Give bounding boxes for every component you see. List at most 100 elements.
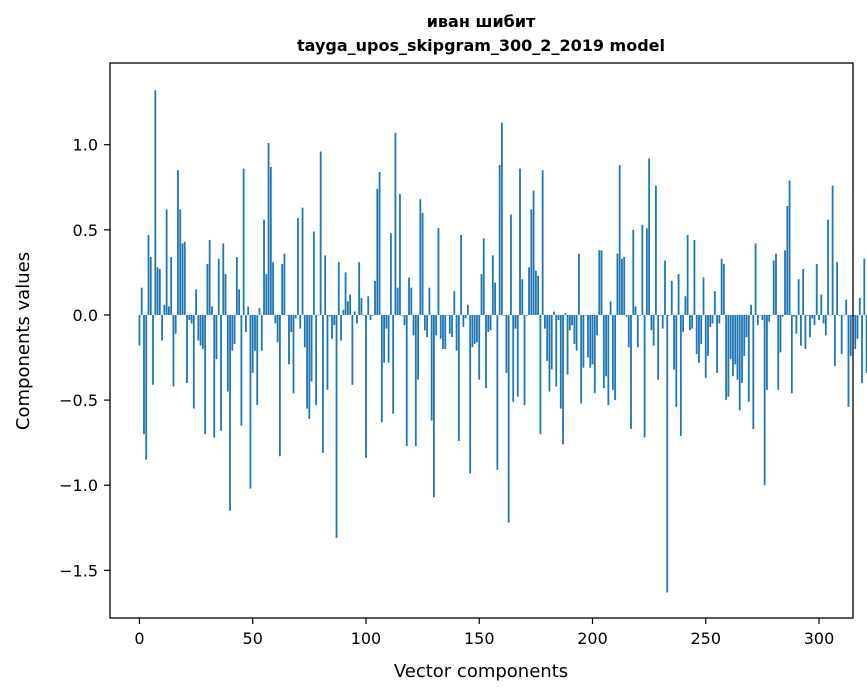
bar-50 [251,314,254,373]
bar-199 [589,314,592,368]
bar-141 [457,314,460,441]
bar-14 [170,257,173,315]
bar-242 [686,234,689,315]
bar-148 [473,314,476,344]
bar-289 [793,314,796,317]
bar-274 [759,314,762,316]
bar-44 [238,289,241,315]
bar-137 [448,314,451,334]
bar-147 [471,314,474,348]
y-tick-label: −0.5 [59,391,98,410]
bar-97 [358,262,361,315]
bar-260 [727,314,730,397]
bar-217 [630,314,632,430]
bar-290 [795,314,798,334]
bar-118 [405,314,408,447]
bar-series [138,90,867,593]
bar-266 [741,314,743,384]
bar-244 [691,314,694,329]
bar-225 [648,158,651,315]
bar-185 [557,314,560,321]
bar-209 [611,314,614,390]
x-axis-label: Vector components [394,661,568,682]
bar-255 [716,314,718,373]
x-tick-label: 100 [351,629,382,648]
chart-title-line1: иван шибит [427,12,536,31]
bar-179 [544,314,546,329]
bar-86 [333,314,336,326]
bar-249 [702,277,705,315]
bar-139 [453,291,456,315]
bar-103 [371,314,374,316]
bar-84 [328,314,331,317]
bar-27 [199,314,202,346]
bar-276 [763,314,766,486]
bar-35 [217,258,220,315]
bar-92 [346,301,349,315]
bar-151 [480,274,483,315]
bar-36 [220,314,222,431]
bar-136 [446,314,449,316]
bar-76 [310,314,313,382]
bar-175 [534,270,537,315]
bar-80 [319,151,322,315]
bar-197 [584,314,587,316]
bar-305 [829,314,832,316]
bar-195 [580,314,583,404]
bar-237 [675,314,678,407]
bar-82 [324,255,327,315]
plot-frame [109,62,854,619]
bar-106 [378,171,381,315]
bar-70 [297,217,299,315]
bar-181 [548,314,551,392]
bar-132 [437,228,440,315]
bar-257 [720,258,723,315]
bar-83 [326,314,329,390]
bar-252 [709,314,712,327]
bar-4 [147,234,150,315]
bar-66 [288,314,290,365]
bar-13 [167,306,170,315]
bar-161 [503,314,506,316]
bar-282 [777,314,780,390]
bar-91 [344,272,347,315]
bar-165 [512,314,515,402]
bar-247 [698,314,700,363]
bar-263 [734,314,737,365]
bar-145 [467,304,469,315]
bar-268 [745,314,748,338]
bar-231 [661,314,664,329]
bar-226 [650,314,653,331]
bar-153 [485,314,487,389]
bar-32 [211,306,213,315]
bar-81 [322,314,324,453]
bar-190 [568,314,571,331]
bar-152 [482,238,485,315]
bar-306 [831,185,834,315]
bar-133 [439,314,442,339]
bar-318 [858,297,861,315]
bar-205 [602,314,605,389]
bar-5 [149,257,152,315]
bar-243 [689,314,691,331]
bar-230 [659,314,662,316]
bar-56 [265,274,268,315]
bar-309 [838,314,841,316]
bar-25 [195,289,197,315]
bar-120 [410,287,413,315]
bar-216 [627,314,630,348]
bar-21 [186,314,188,384]
bar-65 [285,314,288,316]
bar-221 [639,314,641,316]
bar-294 [804,314,807,350]
bar-12 [165,209,168,315]
bar-31 [208,240,211,315]
bar-64 [283,253,286,315]
bar-186 [559,314,562,409]
bar-313 [847,314,850,407]
bar-131 [435,314,438,336]
bar-180 [546,314,549,361]
bar-235 [670,280,673,315]
bar-275 [761,314,764,321]
bar-251 [707,314,709,356]
